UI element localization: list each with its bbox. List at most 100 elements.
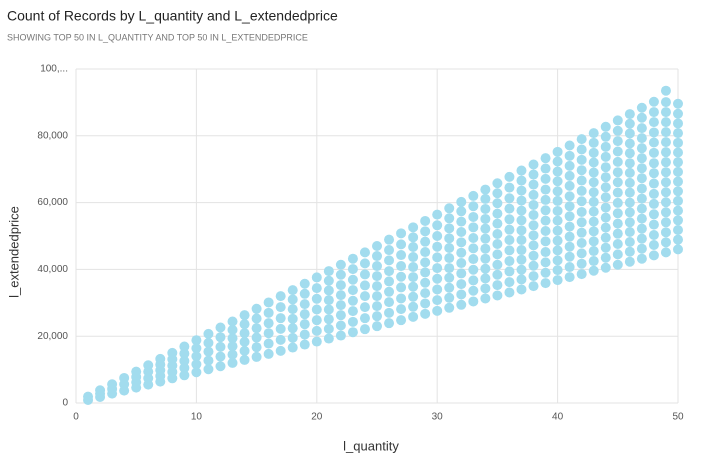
point xyxy=(673,244,683,255)
point xyxy=(600,232,611,243)
point xyxy=(660,227,671,238)
point xyxy=(335,320,346,331)
point xyxy=(673,205,683,216)
point xyxy=(396,239,407,250)
point xyxy=(600,212,611,223)
point xyxy=(251,323,262,334)
point xyxy=(636,223,647,234)
point xyxy=(612,187,623,198)
point xyxy=(636,203,647,214)
x-tick-label: 20 xyxy=(311,412,323,423)
point xyxy=(287,304,298,315)
point xyxy=(636,173,647,184)
point xyxy=(588,246,599,257)
point xyxy=(588,137,599,148)
point xyxy=(612,115,623,126)
point xyxy=(347,264,358,275)
point xyxy=(456,226,467,237)
point xyxy=(408,272,419,283)
point xyxy=(528,169,539,180)
point xyxy=(432,241,443,252)
point xyxy=(660,107,671,118)
point xyxy=(540,163,551,174)
point xyxy=(384,266,395,277)
point xyxy=(359,280,370,291)
point xyxy=(203,364,214,375)
point xyxy=(504,277,515,288)
point xyxy=(359,313,370,324)
point xyxy=(444,263,455,274)
point xyxy=(588,177,599,188)
point xyxy=(600,172,611,183)
point xyxy=(528,209,539,220)
point xyxy=(287,332,298,343)
point xyxy=(600,202,611,213)
point xyxy=(456,268,467,279)
point xyxy=(564,191,575,202)
point xyxy=(552,225,563,236)
point xyxy=(576,185,587,196)
point xyxy=(251,303,262,314)
point xyxy=(275,323,286,334)
point xyxy=(456,196,467,207)
point xyxy=(516,284,527,295)
point xyxy=(552,176,563,187)
point xyxy=(504,235,515,246)
point xyxy=(504,214,515,225)
point xyxy=(648,198,659,209)
point xyxy=(384,234,395,245)
point xyxy=(624,167,635,178)
point xyxy=(408,281,419,292)
point xyxy=(636,153,647,164)
point xyxy=(528,199,539,210)
x-axis-label: l_quantity xyxy=(343,438,399,453)
point xyxy=(444,213,455,224)
point xyxy=(299,278,310,289)
point xyxy=(528,159,539,170)
point xyxy=(528,220,539,231)
point xyxy=(384,318,395,329)
point xyxy=(227,349,238,360)
point xyxy=(95,385,106,396)
point xyxy=(263,318,274,329)
point xyxy=(239,319,250,330)
point xyxy=(263,328,274,339)
point xyxy=(372,271,382,282)
point xyxy=(600,192,611,203)
point xyxy=(516,235,527,246)
point xyxy=(648,168,659,179)
point xyxy=(612,208,623,219)
point xyxy=(673,128,683,139)
point xyxy=(480,223,491,234)
point xyxy=(468,275,479,286)
point xyxy=(420,308,431,319)
point xyxy=(359,247,370,258)
point xyxy=(528,271,539,282)
point xyxy=(432,263,443,274)
point xyxy=(444,272,455,283)
point xyxy=(480,283,491,294)
point xyxy=(660,117,671,128)
point xyxy=(408,222,419,233)
point xyxy=(624,177,635,188)
point xyxy=(673,166,683,177)
point xyxy=(191,367,202,378)
point xyxy=(444,203,455,214)
point xyxy=(179,355,190,366)
point xyxy=(420,277,431,288)
point xyxy=(396,282,407,293)
point xyxy=(624,148,635,159)
point xyxy=(528,179,539,190)
point xyxy=(347,295,358,306)
chart-title: Count of Records by L_quantity and L_ext… xyxy=(7,8,338,24)
point xyxy=(660,167,671,178)
point xyxy=(540,215,551,226)
point xyxy=(347,274,358,285)
point xyxy=(203,337,214,348)
x-tick-label: 50 xyxy=(672,412,684,423)
point xyxy=(492,198,503,209)
point xyxy=(564,140,575,151)
y-axis-label: l_extendedprice xyxy=(6,206,21,298)
point xyxy=(420,298,431,309)
point xyxy=(516,225,527,236)
